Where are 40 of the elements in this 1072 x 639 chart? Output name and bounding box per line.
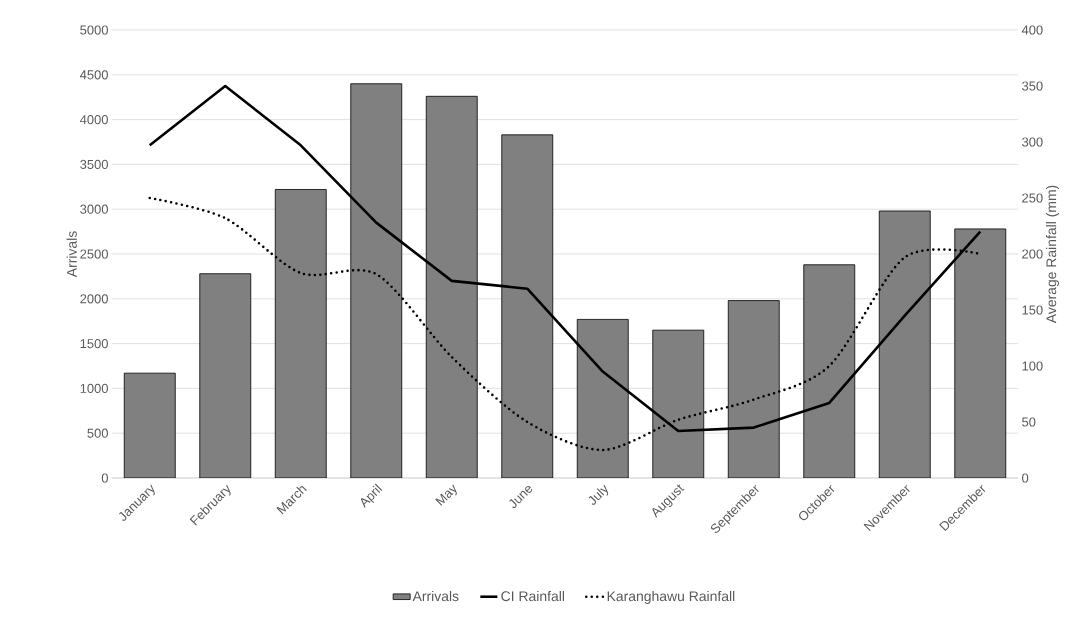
y-tick-label: 5000 xyxy=(80,25,108,35)
bar xyxy=(803,264,855,478)
y-tick-label: 1500 xyxy=(80,339,108,349)
y-axis-title: Arrivals xyxy=(66,231,77,278)
y-tick-label: 2500 xyxy=(80,249,108,259)
bar xyxy=(426,96,478,478)
y2-tick-label: 0 xyxy=(1022,473,1029,483)
y2-tick-label: 150 xyxy=(1022,305,1043,315)
y2-axis-title: Average Rainfall (mm) xyxy=(1045,185,1059,324)
bar xyxy=(199,273,251,478)
y-tick-label: 500 xyxy=(87,428,108,438)
legend-label: CI Rainfall xyxy=(501,590,565,602)
y-tick-label: 4000 xyxy=(79,115,108,125)
x-tick-label: July xyxy=(588,484,609,505)
y2-tick-label: 300 xyxy=(1022,137,1043,147)
y2-tick-label: 250 xyxy=(1022,193,1043,203)
bar xyxy=(275,189,327,478)
y-tick-label: 2000 xyxy=(80,294,108,304)
bar xyxy=(652,330,704,478)
y2-tick-label: 350 xyxy=(1022,81,1043,91)
legend-label: Arrivals xyxy=(412,590,459,602)
x-tick-label: May xyxy=(435,484,457,506)
y2-tick-label: 50 xyxy=(1022,417,1036,427)
bar xyxy=(124,373,176,478)
x-tick-label: June xyxy=(509,485,533,509)
y-tick-label: 1000 xyxy=(80,383,108,393)
bar xyxy=(501,134,553,478)
legend-label: Karanghawu Rainfall xyxy=(607,590,735,604)
bar xyxy=(577,319,629,478)
y2-tick-label: 200 xyxy=(1022,249,1043,259)
y-tick-label: 0 xyxy=(101,473,108,483)
bar xyxy=(879,210,931,478)
y2-tick-label: 100 xyxy=(1022,361,1043,371)
y-tick-label: 4500 xyxy=(79,70,108,80)
y-tick-label: 3500 xyxy=(80,159,108,169)
bar xyxy=(728,300,780,478)
y-tick-label: 3000 xyxy=(80,204,108,214)
bar xyxy=(350,83,402,478)
y2-tick-label: 400 xyxy=(1021,25,1043,35)
bar xyxy=(954,228,1007,478)
